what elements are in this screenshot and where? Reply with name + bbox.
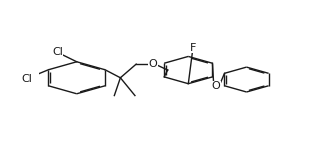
Text: F: F [190, 43, 196, 53]
Text: Cl: Cl [52, 47, 63, 57]
Text: O: O [212, 81, 221, 91]
Text: O: O [148, 59, 157, 69]
Text: Cl: Cl [21, 74, 32, 84]
